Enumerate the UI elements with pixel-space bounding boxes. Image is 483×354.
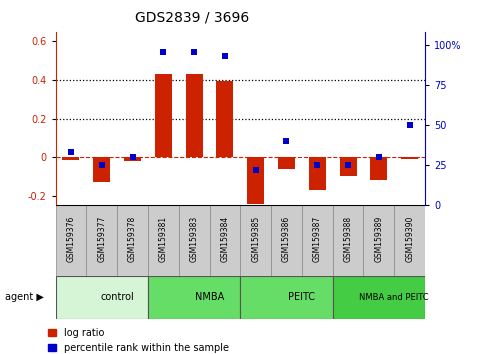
- Bar: [278, 157, 295, 169]
- Text: GSM159376: GSM159376: [67, 216, 75, 263]
- Bar: [148, 276, 241, 319]
- Text: GSM159383: GSM159383: [190, 216, 199, 262]
- Bar: [394, 205, 425, 276]
- Bar: [210, 205, 240, 276]
- Text: GDS2839 / 3696: GDS2839 / 3696: [135, 11, 250, 25]
- Bar: [340, 157, 356, 176]
- Text: GSM159389: GSM159389: [374, 216, 384, 262]
- Text: GSM159385: GSM159385: [251, 216, 260, 262]
- Text: GSM159384: GSM159384: [220, 216, 229, 262]
- Bar: [216, 81, 233, 157]
- Bar: [271, 205, 302, 276]
- Text: PEITC: PEITC: [288, 292, 315, 302]
- Text: agent ▶: agent ▶: [5, 292, 43, 302]
- Bar: [62, 157, 79, 160]
- Text: NMBA and PEITC: NMBA and PEITC: [359, 293, 429, 302]
- Legend: log ratio, percentile rank within the sample: log ratio, percentile rank within the sa…: [48, 328, 229, 353]
- Text: GSM159378: GSM159378: [128, 216, 137, 262]
- Bar: [179, 205, 210, 276]
- Bar: [240, 205, 271, 276]
- Bar: [93, 157, 110, 182]
- Bar: [148, 205, 179, 276]
- Text: GSM159387: GSM159387: [313, 216, 322, 262]
- Bar: [401, 157, 418, 159]
- Bar: [364, 205, 394, 276]
- Bar: [155, 74, 172, 157]
- Bar: [247, 157, 264, 204]
- Text: NMBA: NMBA: [195, 292, 224, 302]
- Bar: [302, 205, 333, 276]
- Bar: [56, 276, 148, 319]
- Bar: [333, 205, 364, 276]
- Bar: [56, 205, 86, 276]
- Bar: [370, 157, 387, 180]
- Bar: [309, 157, 326, 190]
- Text: GSM159388: GSM159388: [343, 216, 353, 262]
- Bar: [333, 276, 425, 319]
- Text: GSM159390: GSM159390: [405, 216, 414, 263]
- Text: control: control: [100, 292, 134, 302]
- Bar: [117, 205, 148, 276]
- Bar: [124, 157, 141, 161]
- Bar: [240, 276, 333, 319]
- Text: GSM159377: GSM159377: [97, 216, 106, 263]
- Bar: [185, 74, 202, 157]
- Text: GSM159386: GSM159386: [282, 216, 291, 262]
- Bar: [86, 205, 117, 276]
- Text: GSM159381: GSM159381: [159, 216, 168, 262]
